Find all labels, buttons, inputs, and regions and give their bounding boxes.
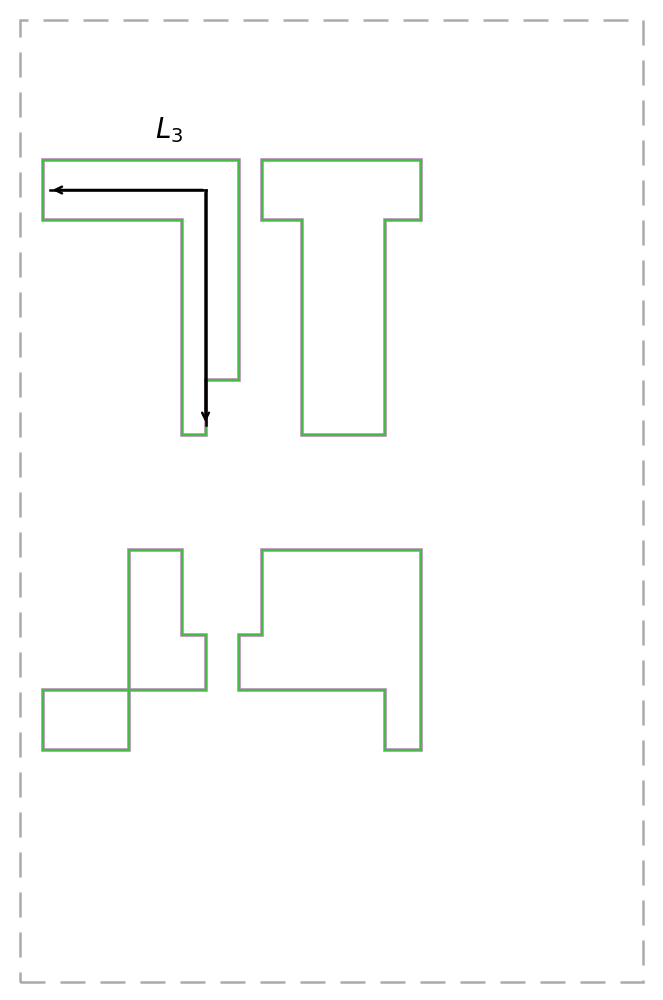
Polygon shape	[262, 160, 421, 435]
Polygon shape	[43, 550, 206, 750]
Polygon shape	[239, 550, 421, 750]
Polygon shape	[43, 160, 239, 435]
Text: $\mathit{L}_3$: $\mathit{L}_3$	[155, 115, 183, 145]
